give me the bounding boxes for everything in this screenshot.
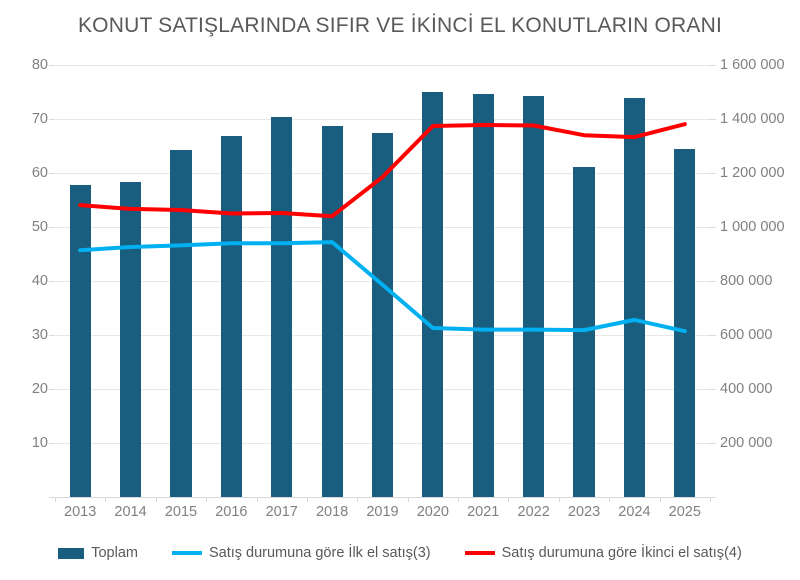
gridline [55, 65, 710, 66]
y-axis-right-tick [710, 443, 716, 444]
bar-2022 [523, 96, 545, 497]
x-axis-label-2019: 2019 [366, 504, 399, 520]
legend-item-0[interactable]: Toplam [58, 545, 138, 561]
y-axis-left-label: 20 [31, 381, 48, 397]
bar-2016 [220, 135, 242, 497]
y-axis-right-tick [710, 281, 716, 282]
legend-item-2[interactable]: Satış durumuna göre İkinci el satış(4) [464, 545, 742, 561]
x-axis-tick [155, 497, 157, 502]
y-axis-left-tick [49, 173, 55, 174]
bar-2021 [472, 94, 494, 497]
chart-title: KONUT SATIŞLARINDA SIFIR VE İKİNCİ EL KO… [77, 14, 723, 37]
bar-2015 [170, 149, 192, 497]
y-axis-left-label: 60 [31, 165, 48, 181]
plot-area [49, 65, 716, 502]
y-axis-right-tick [710, 227, 716, 228]
gridline [55, 497, 710, 498]
legend-bar-swatch-icon [58, 547, 85, 559]
y-axis-left-label: 80 [31, 57, 48, 73]
x-axis-tick [609, 497, 611, 502]
x-axis-tick [306, 497, 308, 502]
x-axis-tick [256, 497, 258, 502]
y-axis-left-label: 70 [31, 111, 48, 127]
y-axis-left-tick [49, 227, 55, 228]
legend-line-swatch-icon [464, 551, 495, 555]
y-axis-left-tick [49, 119, 55, 120]
bar-2014 [119, 181, 142, 497]
y-axis-right-label: 1 200 000 [720, 165, 785, 181]
y-axis-right-label: 1 400 000 [720, 111, 785, 127]
x-axis-tick [55, 497, 56, 502]
x-axis-tick [206, 497, 208, 502]
line-ilk-el [78, 240, 687, 334]
y-axis-right-tick [710, 389, 716, 390]
y-axis-left-tick [49, 65, 55, 66]
x-axis-label-2024: 2024 [618, 504, 651, 520]
y-axis-left-label: 50 [31, 219, 48, 235]
y-axis-left-label: 40 [31, 273, 48, 289]
y-axis-right-label: 600 000 [720, 327, 773, 343]
x-axis-label-2020: 2020 [416, 504, 449, 520]
x-axis-tick [508, 497, 510, 502]
bar-2020 [422, 92, 444, 497]
legend-label: Toplam [91, 545, 138, 561]
legend-label: Satış durumuna göre İlk el satış(3) [208, 545, 431, 561]
line-series-layer [78, 122, 687, 334]
x-axis-label-2023: 2023 [567, 504, 601, 520]
bar-2019 [371, 133, 394, 497]
y-axis-right-label: 400 000 [720, 381, 773, 397]
y-axis-right-label: 1 000 000 [720, 219, 785, 235]
x-axis-label-2015: 2015 [164, 504, 198, 520]
y-axis-right-tick [710, 497, 716, 498]
chart-legend: Toplam Satış durumuna göre İlk el satış(3… [0, 545, 800, 561]
y-axis-left-tick [49, 389, 55, 390]
bar-2024 [623, 97, 645, 497]
y-axis-right-label: 800 000 [720, 273, 773, 289]
x-axis-label-2018: 2018 [315, 504, 349, 520]
y-axis-right-label: 200 000 [720, 435, 773, 451]
x-axis-label-2014: 2014 [114, 504, 147, 520]
bar-2025 [674, 148, 696, 497]
line-ikinci-el [78, 122, 687, 219]
y-axis-left-tick [49, 281, 55, 282]
x-axis-label-2021: 2021 [467, 504, 500, 520]
legend-label: Satış durumuna göre İkinci el satış(4) [501, 545, 742, 561]
y-axis-left-tick [49, 497, 55, 498]
y-axis-right-tick [710, 335, 716, 336]
x-axis-tick [407, 497, 409, 502]
y-axis-left-label: 30 [31, 327, 48, 343]
x-axis-label-2017: 2017 [265, 504, 298, 520]
x-axis-tick [659, 497, 661, 502]
y-axis-left-label: 10 [31, 435, 48, 451]
x-axis-label-2025: 2025 [668, 504, 701, 520]
legend-line-swatch-icon [171, 551, 202, 555]
y-axis-left-tick [49, 335, 55, 336]
y-axis-left-tick [49, 443, 55, 444]
bar-2018 [321, 126, 343, 497]
y-axis-right-label: 1 600 000 [720, 57, 785, 73]
y-axis-right-tick [710, 65, 716, 66]
gridline [55, 119, 710, 120]
x-axis-tick [105, 497, 107, 502]
x-axis-tick [710, 497, 711, 502]
legend-item-1[interactable]: Satış durumuna göre İlk el satış(3) [171, 545, 431, 561]
x-axis-label-2022: 2022 [517, 504, 550, 520]
x-axis-label-2016: 2016 [215, 504, 248, 520]
y-axis-right-tick [710, 119, 716, 120]
x-axis-tick [357, 497, 359, 502]
y-axis-right-tick [710, 173, 716, 174]
x-axis-tick [558, 497, 560, 502]
x-axis-tick [458, 497, 460, 502]
bar-2013 [69, 184, 91, 497]
x-axis-label-2013: 2013 [64, 504, 97, 520]
